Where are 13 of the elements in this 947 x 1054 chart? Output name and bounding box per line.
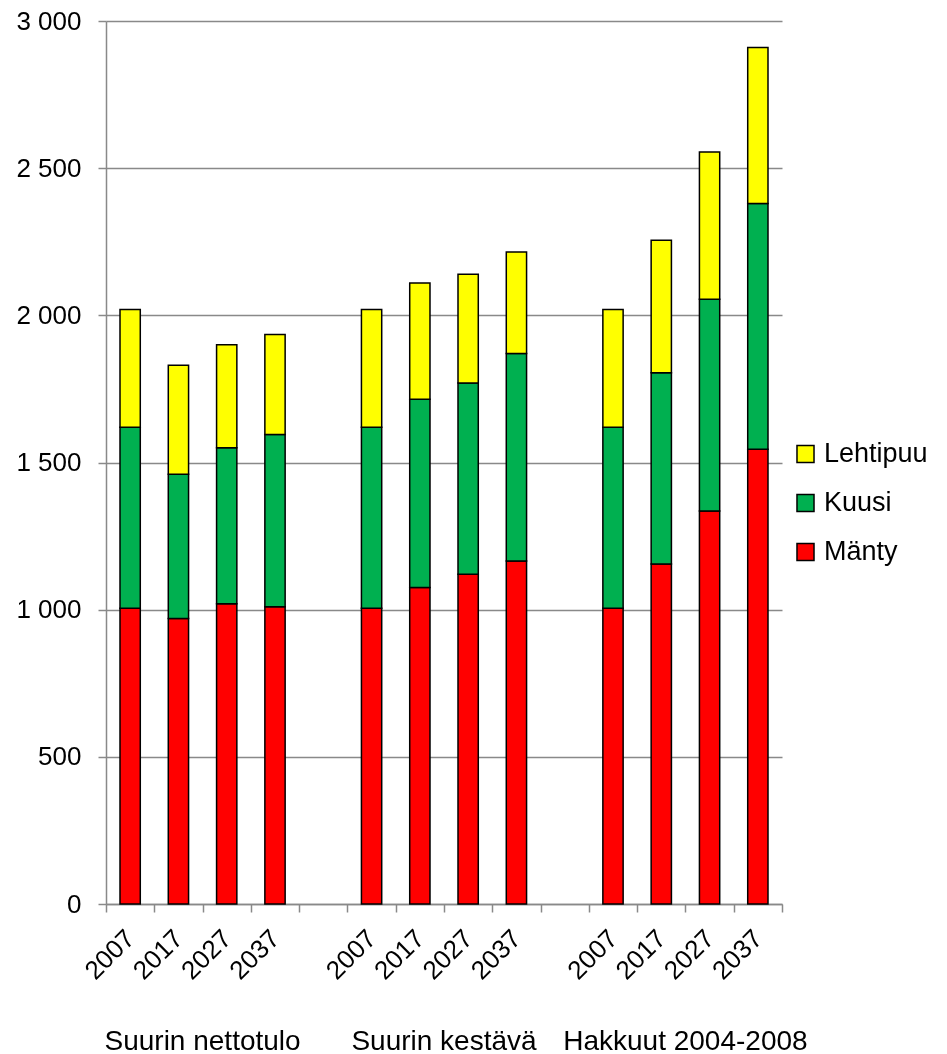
y-tick-label: 0 bbox=[67, 888, 82, 919]
text: Suurin nettotulo bbox=[104, 1025, 301, 1054]
y-tick-label: 2 500 bbox=[16, 152, 82, 183]
legend-label: Kuusi bbox=[824, 486, 892, 517]
legend-label: Mänty bbox=[824, 535, 899, 566]
y-tick-label: 2 000 bbox=[16, 299, 82, 330]
y-tick-label: 500 bbox=[38, 741, 82, 772]
y-tick-label: 1 500 bbox=[16, 447, 82, 477]
y-tick-label: 1 000 bbox=[16, 594, 82, 625]
text: Suurin kestävä bbox=[351, 1025, 538, 1054]
y-tick-label: 3 000 bbox=[16, 5, 82, 36]
text: Hakkuut 2004-2008 bbox=[563, 1025, 808, 1054]
legend-label: Lehtipuu bbox=[824, 437, 928, 468]
